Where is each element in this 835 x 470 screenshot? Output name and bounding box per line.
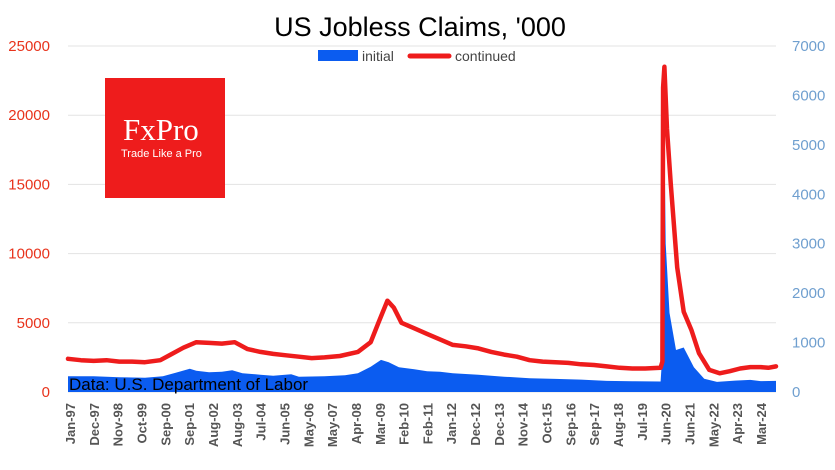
continued-line-path <box>65 64 779 376</box>
continued-claims-line <box>65 64 779 376</box>
x-tick-label: Jun-20 <box>659 403 674 445</box>
x-tick-label: May-06 <box>301 403 316 447</box>
x-tick-label: Aug-18 <box>611 403 626 447</box>
x-tick-label: Nov-14 <box>516 402 531 446</box>
left-tick-label: 10000 <box>8 246 50 263</box>
x-tick-label: Apr-23 <box>730 403 745 444</box>
legend-continued-label: continued <box>455 48 516 64</box>
left-tick-label: 0 <box>42 384 50 401</box>
logo-tagline: Trade Like a Pro <box>121 148 202 160</box>
right-tick-label: 3000 <box>792 236 825 253</box>
x-tick-label: Sep-00 <box>158 403 173 446</box>
x-tick-label: Dec-12 <box>468 403 483 446</box>
left-tick-label: 20000 <box>8 107 50 124</box>
right-tick-label: 6000 <box>792 87 825 104</box>
right-tick-label: 1000 <box>792 335 825 352</box>
x-tick-label: Sep-16 <box>563 403 578 446</box>
left-tick-label: 25000 <box>8 38 50 55</box>
x-tick-label: Sep-01 <box>182 403 197 446</box>
x-tick-label: Oct-99 <box>134 403 149 443</box>
x-axis-ticks: Jan-97 Dec-97 Nov-98 Oct-99 Sep-00 Sep-01 Aug-… <box>63 402 769 447</box>
x-tick-label: Feb-10 <box>397 403 412 445</box>
right-axis-ticks: 0 1000 2000 3000 4000 5000 6000 7000 <box>792 38 825 401</box>
x-tick-label: Jul-19 <box>635 403 650 441</box>
logo-text: FxPro <box>123 112 199 147</box>
left-tick-label: 15000 <box>8 176 50 193</box>
right-tick-label: 4000 <box>792 186 825 203</box>
right-tick-label: 5000 <box>792 137 825 154</box>
x-tick-label: Apr-08 <box>349 403 364 444</box>
x-tick-label: Mar-09 <box>373 403 388 445</box>
x-tick-label: Dec-13 <box>492 403 507 446</box>
x-tick-label: May-07 <box>325 403 340 447</box>
legend-initial-swatch <box>318 50 358 61</box>
x-tick-label: Jun-21 <box>683 403 698 445</box>
source-note: Data: U.S. Department of Labor <box>69 375 308 394</box>
x-tick-label: Jan-97 <box>63 403 78 444</box>
x-tick-label: Aug-02 <box>206 403 221 447</box>
x-tick-label: Oct-15 <box>540 403 555 443</box>
fxpro-logo: FxPro Trade Like a Pro <box>105 78 225 198</box>
logo-background <box>105 78 225 198</box>
chart-title: US Jobless Claims, '000 <box>274 12 566 42</box>
left-axis-ticks: 0 5000 10000 15000 20000 25000 <box>8 38 50 401</box>
right-tick-label: 7000 <box>792 38 825 55</box>
x-tick-label: Feb-11 <box>420 403 435 444</box>
x-tick-label: Mar-24 <box>754 402 769 445</box>
x-tick-label: Aug-03 <box>230 403 245 447</box>
x-tick-label: Jan-12 <box>444 403 459 444</box>
x-tick-label: May-22 <box>706 403 721 447</box>
legend-initial-label: initial <box>362 48 394 64</box>
right-tick-label: 0 <box>792 384 800 401</box>
legend: initial continued <box>318 48 516 64</box>
x-tick-label: Sep-17 <box>587 403 602 446</box>
right-tick-label: 2000 <box>792 285 825 302</box>
x-tick-label: Dec-97 <box>87 403 102 446</box>
x-tick-label: Jul-04 <box>254 402 269 440</box>
left-tick-label: 5000 <box>17 315 50 332</box>
x-tick-label: Jun-05 <box>277 403 292 445</box>
x-tick-label: Nov-98 <box>111 403 126 446</box>
